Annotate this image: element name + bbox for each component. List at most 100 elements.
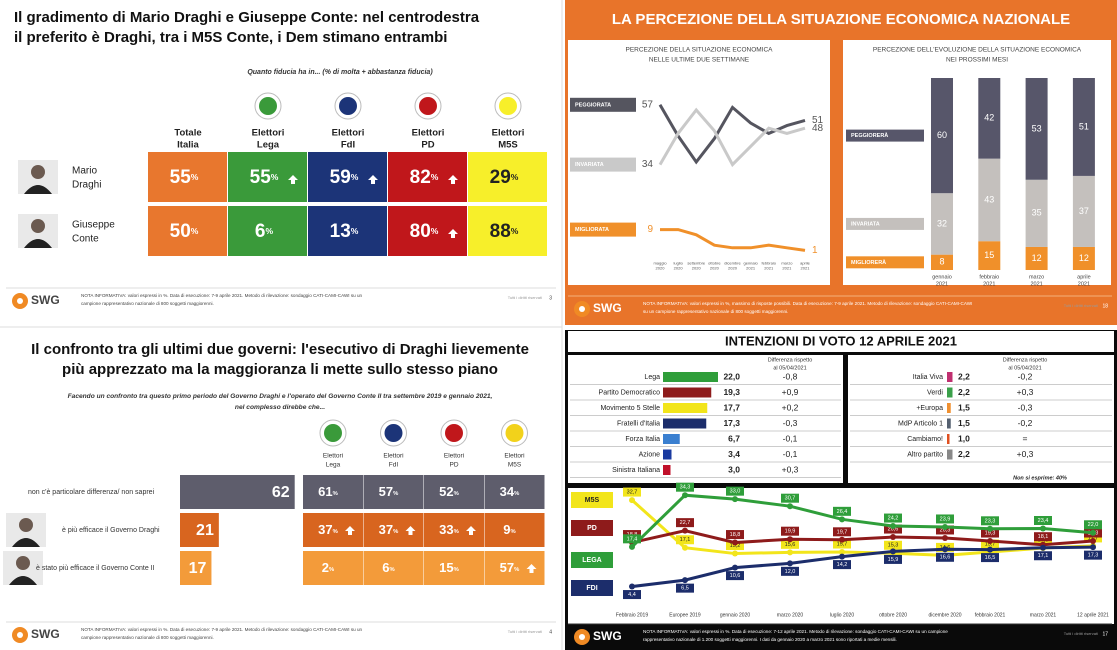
data-label: 15,7: [837, 541, 848, 547]
label-box: [1084, 550, 1102, 560]
label-box: [623, 487, 641, 497]
unit: %: [351, 226, 359, 236]
value: 80: [410, 221, 431, 242]
cell-value: 37%: [318, 522, 338, 537]
diff-label: -0,8: [783, 371, 798, 381]
column-header: Elettori: [383, 453, 403, 460]
diff-label: +0,3: [1017, 387, 1034, 397]
x-tick-label: dicembre 2020: [928, 612, 961, 618]
data-label: 2,2: [958, 387, 970, 397]
cell-value: 9%: [503, 522, 516, 537]
data-label: 6,5: [681, 586, 689, 592]
point: [987, 546, 993, 553]
label-box: [676, 518, 694, 528]
label-line: gennaio: [932, 275, 952, 281]
label-line: 2021: [1078, 282, 1090, 288]
trend-arrow: [448, 229, 458, 238]
unit: %: [333, 491, 339, 497]
series-tag: [846, 256, 924, 269]
chart-subtitle: NEI PROSSIMI MESI: [946, 57, 1008, 64]
unit: %: [431, 226, 439, 236]
data-label: 43: [984, 194, 994, 204]
label-line: marzo: [1029, 275, 1044, 281]
label-box: [936, 552, 954, 562]
x-tick-label: luglio 2020: [673, 261, 683, 271]
slide-title: INTENZIONI DI VOTO 12 APRILE 2021: [725, 333, 957, 348]
value: 59: [330, 167, 351, 188]
question: Facendo un confronto tra questo primo pe…: [68, 393, 493, 400]
series-name: PEGGIORERÀ: [851, 132, 888, 139]
column-header: Italia: [177, 140, 199, 151]
value: 29: [490, 167, 511, 188]
value: 33: [439, 522, 453, 537]
cell-value: 55%: [170, 167, 199, 188]
cell-value: 2%: [322, 560, 335, 575]
x-tick-label: febbraio 2021: [975, 612, 1006, 618]
series-tag: [571, 552, 613, 568]
bar: [663, 418, 707, 429]
diff-label: +0,3: [1017, 449, 1034, 459]
label-box: [1084, 520, 1102, 530]
footer-note: su un campione rappresentativo nazionale…: [643, 309, 788, 314]
label-line: settembre: [687, 261, 706, 266]
x-tick-label: marzo 2021: [1030, 612, 1057, 618]
point: [787, 536, 793, 543]
x-tick-label: settembre 2020: [687, 261, 706, 271]
x-tick-label: 12 aprile 2021: [1077, 612, 1109, 618]
label-box: [781, 539, 799, 549]
bar-segment: [931, 254, 953, 270]
series-name: M5S: [585, 497, 600, 504]
label-line: maggio: [653, 261, 667, 266]
series-name: FDI: [586, 585, 597, 592]
unit: %: [329, 567, 335, 573]
label-box: [781, 566, 799, 576]
label-line: aprile: [1077, 275, 1090, 281]
cell-value: 15%: [439, 560, 459, 575]
cell-value: 57%: [500, 560, 520, 575]
party-name: +Europa: [916, 405, 943, 412]
series-name: PEGGIORATA: [575, 102, 611, 108]
label-box: [833, 527, 851, 537]
value: 55: [250, 167, 272, 188]
x-tick-label: febbraio 2021: [762, 261, 777, 271]
column-header: Elettori: [504, 453, 524, 460]
diff-label: -0,1: [783, 449, 798, 459]
data-label: 12,0: [785, 569, 796, 575]
cell: [424, 551, 484, 585]
column-header: Elettori: [412, 128, 445, 139]
cell: [303, 551, 363, 585]
footer-rights: Tutti i diritti riservati: [1064, 303, 1098, 308]
label-line: 2020: [674, 266, 684, 271]
column-header: Lega: [257, 140, 280, 151]
label-line: 2020: [656, 266, 666, 271]
bar: [663, 372, 718, 382]
point: [732, 496, 738, 503]
series-line: [658, 107, 806, 168]
column-header: FdI: [389, 462, 399, 469]
label-line: 2021: [782, 266, 792, 271]
data-label: 19,7: [837, 529, 848, 535]
data-label: 24,2: [888, 516, 899, 522]
brand-name: SWG: [593, 629, 622, 643]
brand-name: SWG: [31, 627, 60, 641]
footer-note: NOTA INFORMATIVA: valori espressi in %, …: [643, 301, 972, 306]
party-logo-inner: [259, 97, 277, 115]
slide-title: il preferito è Draghi, tra i M5S Conte, …: [14, 29, 447, 46]
column-header: al 05/04/2021: [773, 365, 806, 371]
unit: %: [511, 226, 519, 236]
point: [1090, 529, 1096, 536]
data-label: 15,2: [730, 543, 741, 549]
column-header: FdI: [341, 140, 355, 151]
data-label: 8: [939, 257, 944, 267]
value: 6: [382, 560, 389, 575]
total-bar: [180, 551, 212, 585]
x-tick-label: gennaio 2021: [744, 261, 759, 271]
point: [787, 503, 793, 510]
cell: [148, 152, 227, 202]
question: nel complesso direbbe che...: [235, 404, 325, 411]
series-line: [630, 493, 1094, 548]
party-name: Italia Viva: [913, 374, 943, 381]
label-box: [981, 553, 999, 563]
series-line: [658, 104, 806, 165]
